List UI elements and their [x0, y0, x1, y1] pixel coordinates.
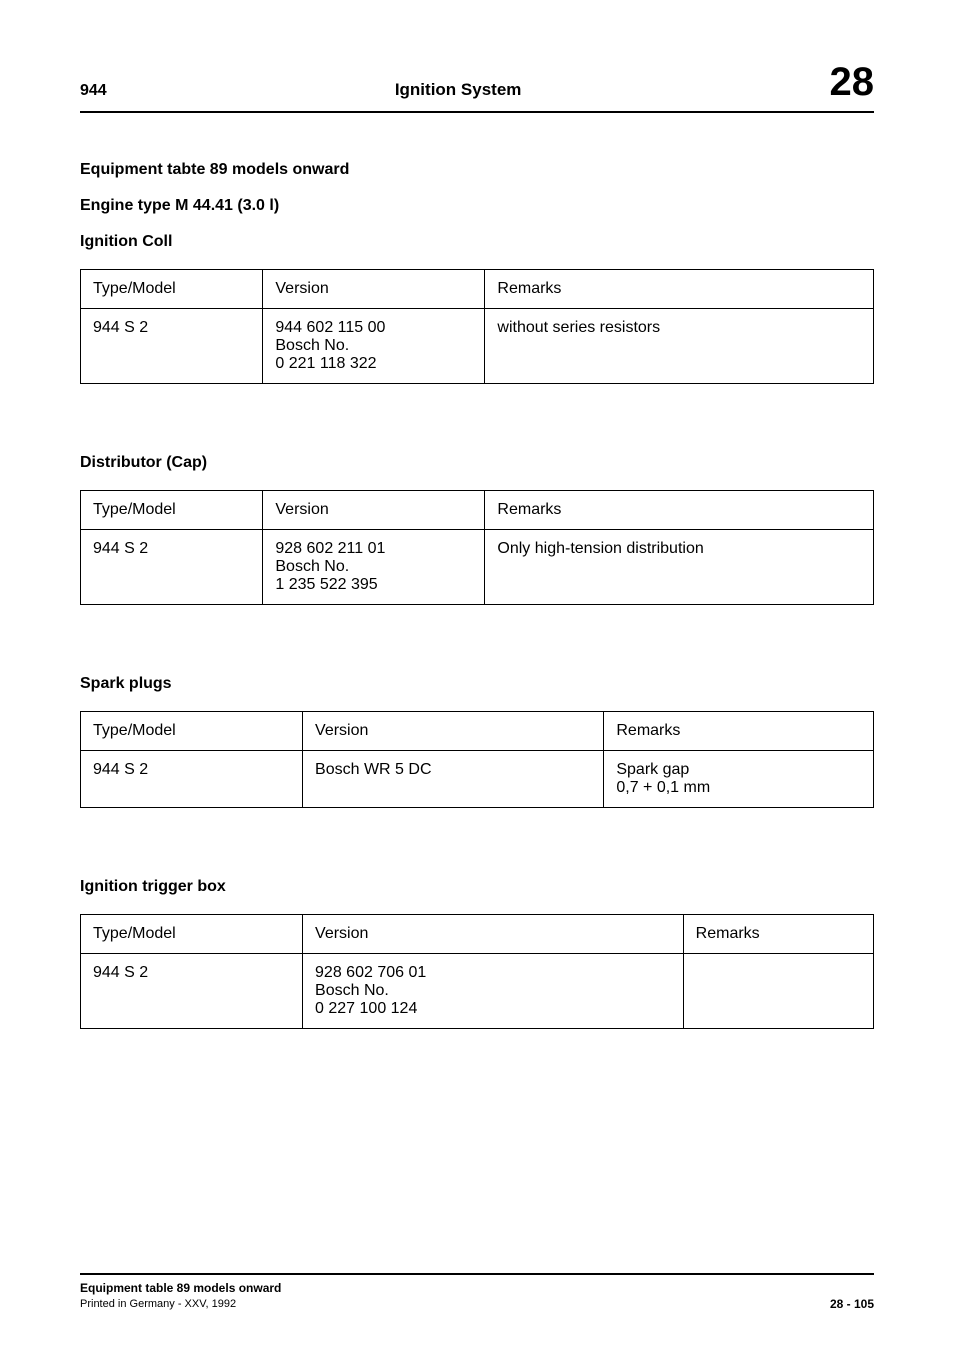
table-row: Type/Model Version Remarks — [81, 491, 874, 530]
version-line: 1 235 522 395 — [275, 576, 377, 593]
table-row: 944 S 2 928 602 211 01 Bosch No. 1 235 5… — [81, 530, 874, 605]
version-line: 928 602 211 01 — [275, 540, 385, 557]
version-line: Bosch No. — [275, 337, 349, 354]
table-row: 944 S 2 944 602 115 00 Bosch No. 0 221 1… — [81, 309, 874, 384]
table-row: 944 S 2 Bosch WR 5 DC Spark gap 0,7 + 0,… — [81, 751, 874, 808]
table-row: Type/Model Version Remarks — [81, 915, 874, 954]
col-header: Remarks — [604, 712, 874, 751]
table-row: Type/Model Version Remarks — [81, 270, 874, 309]
col-header: Remarks — [683, 915, 873, 954]
header-title: Ignition System — [107, 80, 810, 100]
col-header: Type/Model — [81, 491, 263, 530]
page-container: 944 Ignition System 28 Equipment tabte 8… — [0, 0, 954, 1351]
version-line: Bosch No. — [275, 558, 349, 575]
cell-remarks: without series resistors — [485, 309, 874, 384]
cell-remarks — [683, 954, 873, 1029]
header-chapter-number: 28 — [830, 60, 875, 105]
version-line: 928 602 706 01 — [315, 964, 426, 981]
col-header: Version — [263, 270, 485, 309]
footer-title: Equipment table 89 models onward — [80, 1281, 281, 1297]
version-line: 0 221 118 322 — [275, 355, 376, 372]
section-heading: Equipment tabte 89 models onward — [80, 161, 874, 179]
distributor-table: Type/Model Version Remarks 944 S 2 928 6… — [80, 490, 874, 605]
table-row: Type/Model Version Remarks — [81, 712, 874, 751]
cell-version: 928 602 211 01 Bosch No. 1 235 522 395 — [263, 530, 485, 605]
ignition-coil-title: Ignition Coll — [80, 233, 874, 251]
version-line: Bosch No. — [315, 982, 389, 999]
footer-print-line: Printed in Germany - XXV, 1992 — [80, 1297, 281, 1311]
ignition-trigger-title: Ignition trigger box — [80, 878, 874, 896]
col-header: Remarks — [485, 270, 874, 309]
col-header: Version — [303, 915, 684, 954]
cell-version: 944 602 115 00 Bosch No. 0 221 118 322 — [263, 309, 485, 384]
distributor-title: Distributor (Cap) — [80, 454, 874, 472]
footer-page-ref: 28 - 105 — [830, 1297, 874, 1311]
table-row: 944 S 2 928 602 706 01 Bosch No. 0 227 1… — [81, 954, 874, 1029]
remarks-line: 0,7 + 0,1 mm — [616, 779, 710, 796]
version-line: 0 227 100 124 — [315, 1000, 417, 1017]
cell-version: 928 602 706 01 Bosch No. 0 227 100 124 — [303, 954, 684, 1029]
ignition-trigger-table: Type/Model Version Remarks 944 S 2 928 6… — [80, 914, 874, 1029]
cell-version: Bosch WR 5 DC — [303, 751, 604, 808]
spark-plugs-table: Type/Model Version Remarks 944 S 2 Bosch… — [80, 711, 874, 808]
footer-left: Equipment table 89 models onward Printed… — [80, 1281, 281, 1311]
header-model-number: 944 — [80, 82, 107, 100]
cell-remarks: Spark gap 0,7 + 0,1 mm — [604, 751, 874, 808]
col-header: Type/Model — [81, 915, 303, 954]
version-line: 944 602 115 00 — [275, 319, 385, 336]
col-header: Type/Model — [81, 712, 303, 751]
cell-type-model: 944 S 2 — [81, 309, 263, 384]
cell-type-model: 944 S 2 — [81, 954, 303, 1029]
remarks-line: Spark gap — [616, 761, 689, 778]
page-footer: Equipment table 89 models onward Printed… — [80, 1273, 874, 1311]
spark-plugs-title: Spark plugs — [80, 675, 874, 693]
engine-type-line: Engine type M 44.41 (3.0 l) — [80, 197, 874, 215]
cell-type-model: 944 S 2 — [81, 751, 303, 808]
col-header: Remarks — [485, 491, 874, 530]
cell-remarks: Only high-tension distribution — [485, 530, 874, 605]
cell-type-model: 944 S 2 — [81, 530, 263, 605]
col-header: Type/Model — [81, 270, 263, 309]
ignition-coil-table: Type/Model Version Remarks 944 S 2 944 6… — [80, 269, 874, 384]
page-header: 944 Ignition System 28 — [80, 60, 874, 113]
col-header: Version — [303, 712, 604, 751]
col-header: Version — [263, 491, 485, 530]
